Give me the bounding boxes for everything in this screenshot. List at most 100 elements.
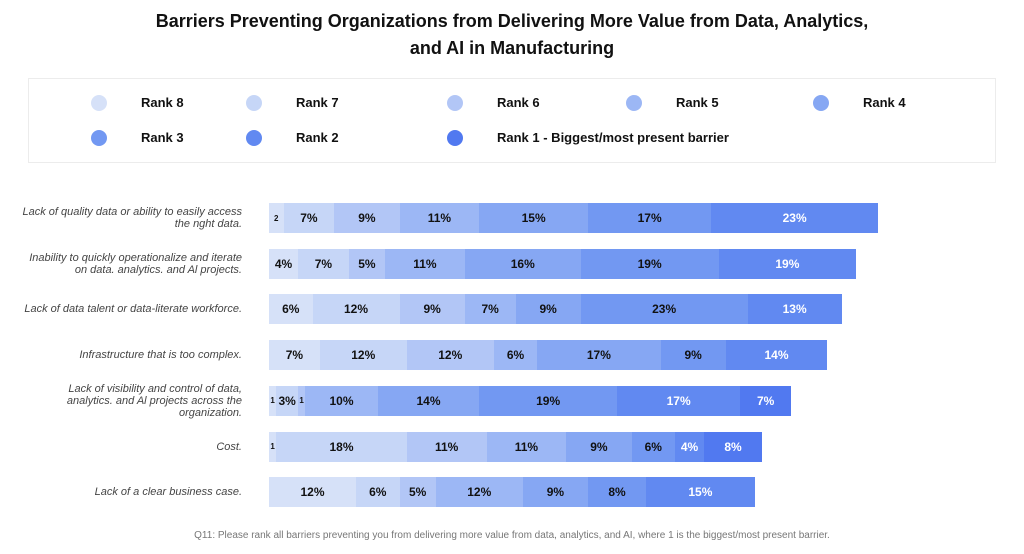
data-label: 9% — [539, 302, 557, 317]
bar-segment: 1 — [269, 385, 277, 416]
category-label: Cost. — [216, 440, 242, 453]
bar-segment: 6% — [356, 477, 400, 508]
data-label: 9% — [590, 439, 608, 454]
bar-segment: 7% — [283, 203, 335, 233]
data-label: 14% — [764, 348, 789, 363]
bar-segment: 14% — [377, 385, 480, 416]
data-label: 12% — [351, 348, 376, 363]
bar-segment: 5% — [348, 248, 385, 279]
data-label: 9% — [546, 485, 565, 500]
bar-segment: 4% — [269, 248, 298, 279]
bar-segment: 7% — [269, 340, 320, 371]
bar-segment: 17% — [537, 340, 661, 371]
category-label: Infrastructure that is too complex. — [79, 349, 242, 362]
data-label: 5% — [358, 256, 376, 271]
category-label: Inability to quickly operationalize and … — [29, 251, 242, 276]
data-label: 6% — [506, 348, 525, 363]
legend: Rank 8 Rank 7 Rank 6 Rank 5 Rank 4 Rank 3 Rank… — [28, 78, 996, 163]
bar-segment: 7% — [298, 248, 349, 279]
bar-segment: 11% — [406, 431, 487, 462]
data-label: 6% — [369, 485, 387, 500]
data-label: 7% — [300, 211, 318, 225]
data-label: 19% — [775, 256, 800, 271]
data-label: 7% — [285, 348, 304, 363]
legend-swatch — [813, 95, 829, 111]
legend-label: Rank 1 - Biggest/most present barrier — [497, 130, 729, 145]
legend-swatch — [626, 95, 642, 111]
bar-segment: 3% — [276, 385, 298, 416]
chart-title-line-1: Barriers Preventing Organizations from D… — [155, 11, 869, 31]
bar-segment: 2 — [269, 203, 284, 233]
bar-segment: 8% — [704, 431, 762, 462]
bar-segment: 19% — [718, 248, 857, 279]
bar-segment: 9% — [399, 294, 465, 325]
legend-swatch — [91, 130, 107, 146]
data-label: 7% — [481, 302, 499, 317]
legend-swatch — [246, 130, 262, 146]
bar-segment: 9% — [522, 477, 588, 508]
data-label: 14% — [416, 393, 441, 408]
category-label: Lack of a clear business case. — [94, 486, 242, 499]
data-label: 16% — [510, 256, 535, 271]
bar-segment: 4% — [675, 431, 704, 462]
legend-label: Rank 7 — [296, 95, 339, 110]
bar-segment: 12% — [406, 340, 494, 371]
footnote: Q11: Please rank all barriers preventing… — [194, 530, 830, 541]
data-label: 3% — [278, 393, 296, 408]
category-label: Lack of quality data or ability to easil… — [22, 206, 242, 230]
bar-segment: 6% — [631, 431, 675, 462]
data-label: 12% — [467, 485, 492, 500]
data-label: 11% — [514, 439, 539, 454]
data-label: 6% — [282, 302, 300, 317]
bar-segment: 23% — [580, 294, 748, 325]
data-label: 8% — [724, 439, 742, 454]
bar-segment: 16% — [464, 248, 581, 279]
data-label: 8% — [608, 485, 626, 500]
data-label: 2 — [274, 213, 279, 223]
data-label: 7% — [314, 256, 333, 271]
data-label: 12% — [300, 485, 325, 500]
data-label: 4% — [274, 256, 293, 271]
bar-segment: 9% — [515, 294, 581, 325]
data-label: 1 — [299, 396, 304, 406]
data-label: 17% — [586, 348, 611, 363]
bar-segment: 14% — [725, 340, 828, 371]
bar-segment: 15% — [646, 477, 755, 508]
bar-segment: 11% — [385, 248, 465, 279]
data-label: 9% — [684, 348, 702, 363]
bar-segment: 11% — [399, 203, 480, 233]
data-label: 7% — [756, 393, 775, 408]
bar-segment: 10% — [305, 385, 378, 416]
data-label: 19% — [536, 393, 561, 408]
bar-segment: 11% — [486, 431, 567, 462]
legend-swatch — [447, 95, 463, 111]
bar-segment: 6% — [269, 294, 313, 325]
data-label: 4% — [680, 439, 699, 454]
data-label: 1 — [270, 396, 275, 406]
bar-segment: 1 — [298, 385, 306, 416]
legend-label: Rank 3 — [141, 130, 184, 145]
chart-title-line-2: and AI in Manufacturing — [409, 38, 615, 58]
bar-segment: 19% — [580, 248, 719, 279]
bar-segment: 9% — [334, 203, 400, 233]
bar-segment: 7% — [464, 294, 516, 325]
data-label: 23% — [782, 211, 807, 225]
bar-segment: 1 — [269, 431, 277, 462]
data-label: 17% — [637, 211, 662, 225]
bar-segment: 12% — [312, 294, 400, 325]
data-label: 17% — [666, 393, 691, 408]
bar-segment: 12% — [319, 340, 407, 371]
data-label: 23% — [652, 302, 677, 317]
legend-label: Rank 4 — [863, 95, 906, 110]
legend-label: Rank 8 — [141, 95, 184, 110]
bar-segment: 17% — [588, 203, 712, 233]
bar-segment: 15% — [479, 203, 588, 233]
data-label: 15% — [688, 485, 713, 500]
bar-segment: 8% — [588, 477, 646, 508]
data-label: 15% — [521, 211, 546, 225]
category-label: Lack of data talent or data-literate wor… — [24, 303, 242, 316]
data-label: 9% — [358, 211, 376, 225]
legend-swatch — [447, 130, 463, 146]
data-label: 1 — [270, 442, 275, 451]
data-label: 19% — [637, 256, 662, 271]
